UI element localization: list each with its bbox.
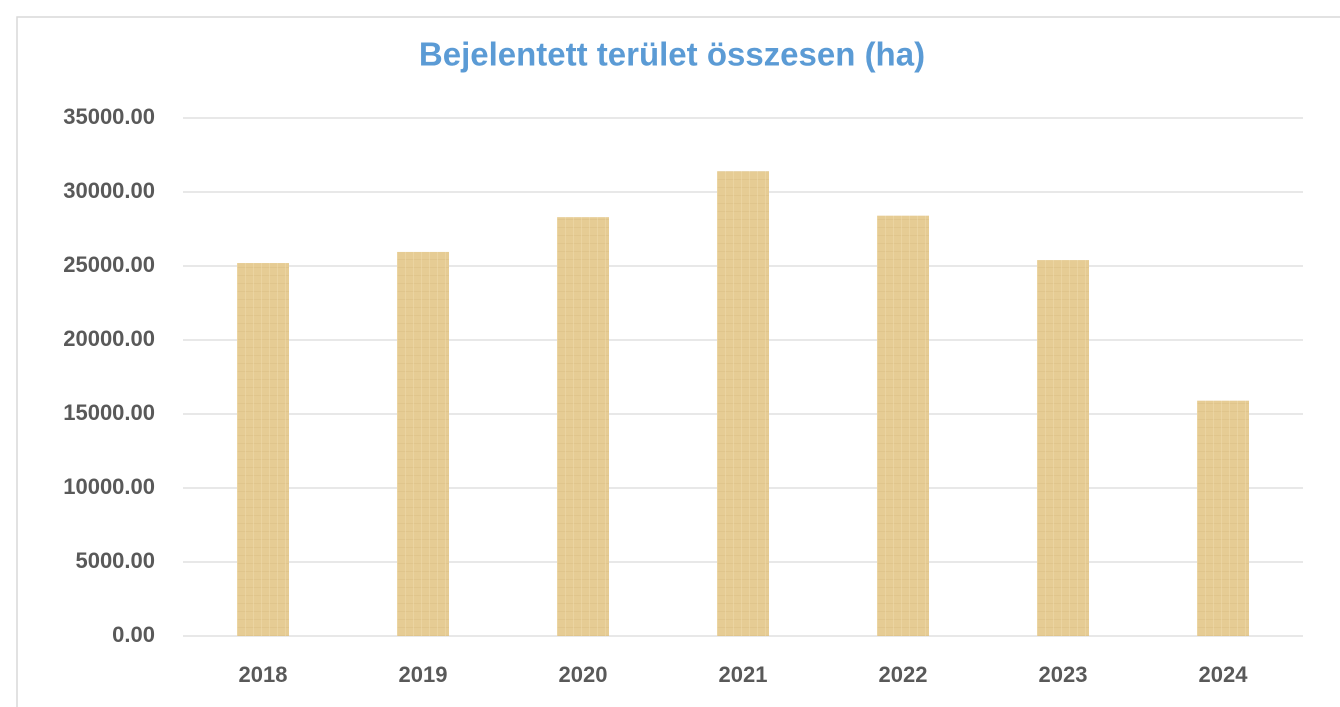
- y-tick-label: 15000.00: [63, 400, 155, 425]
- x-tick-label: 2023: [1039, 662, 1088, 687]
- chart-border: [16, 16, 1340, 707]
- x-tick-label: 2021: [719, 662, 768, 687]
- y-tick-label: 0.00: [112, 622, 155, 647]
- y-tick-label: 30000.00: [63, 178, 155, 203]
- x-tick-label: 2019: [399, 662, 448, 687]
- bar: [557, 217, 609, 636]
- chart-title: Bejelentett terület összesen (ha): [419, 36, 925, 73]
- bar: [237, 263, 289, 636]
- y-tick-label: 5000.00: [75, 548, 155, 573]
- x-tick-label: 2018: [239, 662, 288, 687]
- bar: [397, 251, 449, 636]
- x-tick-label: 2024: [1199, 662, 1249, 687]
- bar: [1037, 260, 1089, 636]
- bar: [1197, 400, 1249, 636]
- bar: [717, 171, 769, 636]
- x-tick-label: 2022: [879, 662, 928, 687]
- y-tick-label: 10000.00: [63, 474, 155, 499]
- y-tick-label: 20000.00: [63, 326, 155, 351]
- y-tick-label: 25000.00: [63, 252, 155, 277]
- y-tick-label: 35000.00: [63, 104, 155, 129]
- x-tick-label: 2020: [559, 662, 608, 687]
- bar: [877, 215, 929, 636]
